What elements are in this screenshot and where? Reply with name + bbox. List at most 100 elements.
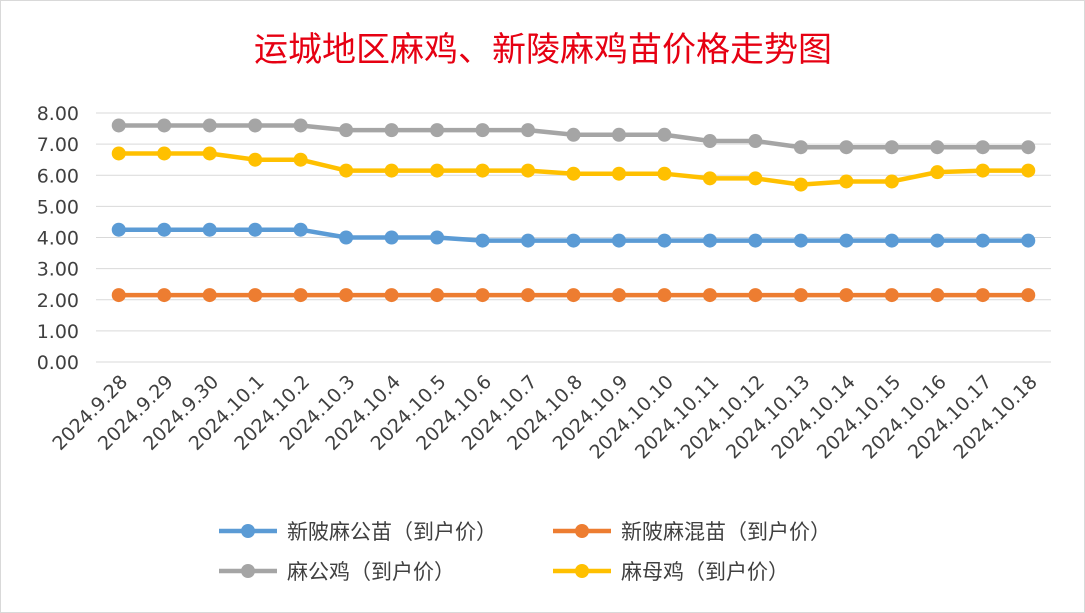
data-point	[521, 163, 536, 178]
data-point	[975, 140, 990, 155]
data-point	[566, 288, 581, 303]
y-tick-label: 1.00	[37, 321, 79, 343]
data-point	[839, 174, 854, 189]
data-point	[430, 230, 445, 245]
data-point	[566, 233, 581, 248]
data-point	[430, 288, 445, 303]
x-axis-ticks: 2024.9.282024.9.292024.9.302024.10.12024…	[48, 371, 1041, 463]
legend-marker	[575, 524, 589, 538]
series-group	[111, 118, 1036, 303]
data-point	[702, 288, 717, 303]
data-point	[611, 166, 626, 181]
data-point	[884, 140, 899, 155]
data-point	[884, 288, 899, 303]
legend-item: 新陂麻混苗（到户价）	[553, 520, 831, 544]
data-point	[1021, 288, 1036, 303]
data-point	[293, 118, 308, 133]
y-tick-label: 5.00	[37, 196, 79, 218]
data-point	[884, 233, 899, 248]
y-tick-label: 8.00	[37, 103, 79, 125]
series-4	[111, 146, 1036, 192]
series-1	[111, 222, 1036, 248]
legend-item: 新陂麻公苗（到户价）	[219, 520, 497, 544]
data-point	[657, 127, 672, 142]
data-point	[293, 288, 308, 303]
data-point	[157, 118, 172, 133]
data-point	[248, 152, 263, 167]
data-point	[930, 233, 945, 248]
data-point	[793, 288, 808, 303]
data-point	[1021, 163, 1036, 178]
data-point	[975, 163, 990, 178]
data-point	[1021, 140, 1036, 155]
data-point	[839, 140, 854, 155]
data-point	[202, 118, 217, 133]
data-point	[748, 288, 763, 303]
data-point	[884, 174, 899, 189]
legend-label: 麻公鸡（到户价）	[287, 560, 455, 584]
data-point	[157, 146, 172, 161]
data-point	[111, 288, 126, 303]
data-point	[475, 288, 490, 303]
data-point	[975, 233, 990, 248]
data-point	[202, 222, 217, 237]
data-point	[839, 233, 854, 248]
legend-label: 麻母鸡（到户价）	[621, 560, 789, 584]
data-point	[839, 288, 854, 303]
data-point	[748, 134, 763, 149]
data-point	[793, 233, 808, 248]
y-axis-ticks: 0.00 1.00 2.00 3.00 4.00 5.00 6.00 7.00 8.00	[37, 103, 79, 374]
data-point	[384, 123, 399, 138]
data-point	[430, 163, 445, 178]
data-point	[384, 230, 399, 245]
data-point	[202, 146, 217, 161]
data-point	[702, 171, 717, 186]
data-point	[657, 233, 672, 248]
data-point	[611, 127, 626, 142]
data-point	[1021, 233, 1036, 248]
data-point	[793, 140, 808, 155]
y-tick-label: 2.00	[37, 290, 79, 312]
data-point	[566, 127, 581, 142]
data-point	[611, 288, 626, 303]
data-point	[611, 233, 626, 248]
y-tick-label: 4.00	[37, 228, 79, 250]
data-point	[657, 288, 672, 303]
data-point	[793, 177, 808, 192]
data-point	[293, 222, 308, 237]
y-tick-label: 6.00	[37, 165, 79, 187]
y-tick-label: 7.00	[37, 134, 79, 156]
data-point	[157, 222, 172, 237]
data-point	[339, 230, 354, 245]
legend: 新陂麻公苗（到户价） 新陂麻混苗（到户价） 麻公鸡（到户价） 麻母鸡（到户价）	[219, 520, 831, 584]
data-point	[930, 140, 945, 155]
data-point	[384, 288, 399, 303]
data-point	[248, 222, 263, 237]
data-point	[702, 134, 717, 149]
data-point	[157, 288, 172, 303]
legend-marker	[575, 564, 589, 578]
data-point	[475, 163, 490, 178]
series-3	[111, 118, 1036, 155]
data-point	[339, 163, 354, 178]
data-point	[521, 233, 536, 248]
data-point	[475, 123, 490, 138]
data-point	[748, 233, 763, 248]
data-point	[111, 222, 126, 237]
data-point	[748, 171, 763, 186]
data-point	[430, 123, 445, 138]
data-point	[702, 233, 717, 248]
data-point	[202, 288, 217, 303]
data-point	[475, 233, 490, 248]
legend-label: 新陂麻混苗（到户价）	[621, 520, 831, 544]
data-point	[975, 288, 990, 303]
legend-item: 麻母鸡（到户价）	[553, 560, 789, 584]
data-point	[657, 166, 672, 181]
legend-marker	[241, 524, 255, 538]
data-point	[930, 288, 945, 303]
legend-item: 麻公鸡（到户价）	[219, 560, 455, 584]
legend-marker	[241, 564, 255, 578]
data-point	[248, 288, 263, 303]
legend-label: 新陂麻公苗（到户价）	[287, 520, 497, 544]
